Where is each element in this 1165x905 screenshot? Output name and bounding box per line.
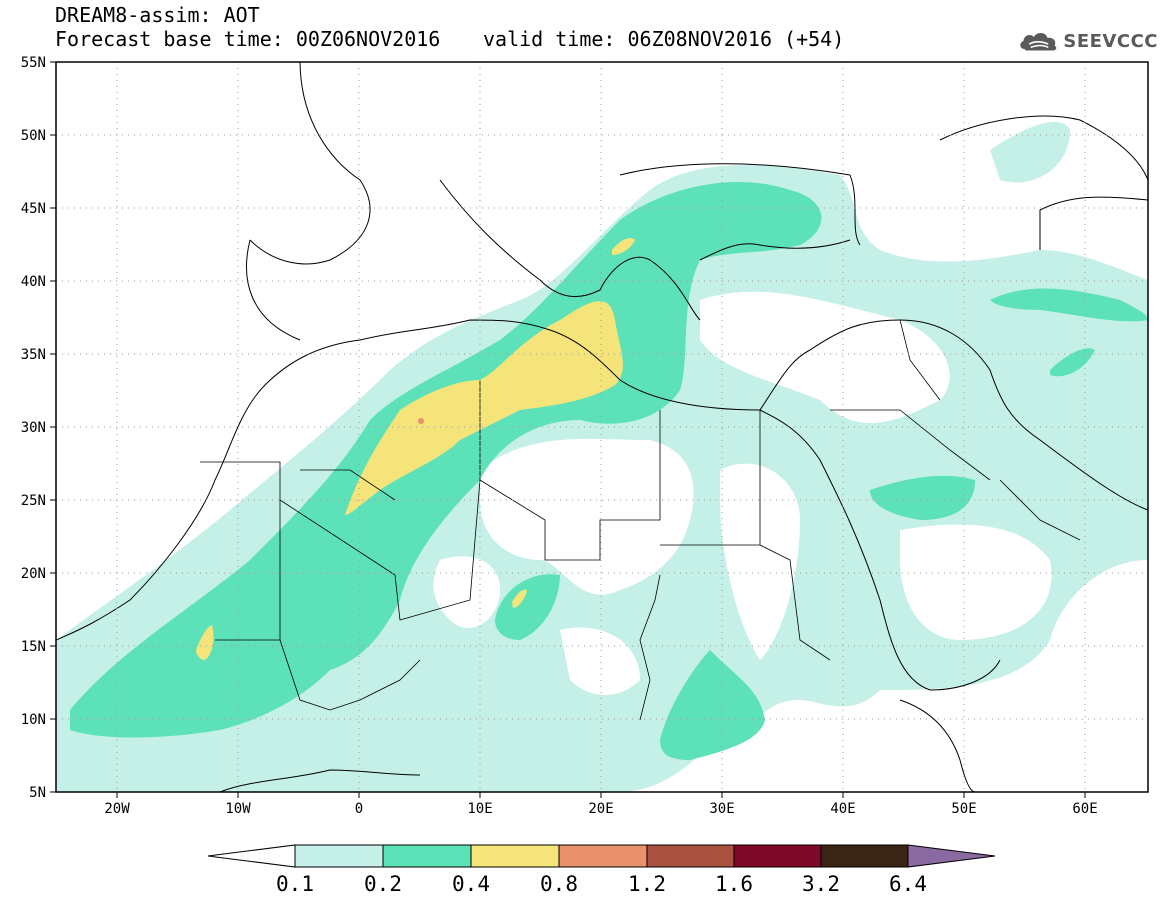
seevccc-logo: SEEVCCC (1018, 26, 1158, 56)
colorbar-label: 1.2 (628, 872, 666, 896)
lon-label: 60E (1072, 801, 1097, 817)
aot-level-0.4 (196, 238, 635, 660)
lon-label: 20E (588, 801, 613, 817)
lat-label: 55N (21, 55, 46, 71)
colorbar-segment (733, 844, 822, 868)
map-title: DREAM8-assim: AOT (55, 3, 260, 27)
lat-label: 50N (21, 128, 46, 144)
aot-level-0.8 (418, 418, 424, 424)
lon-label: 0 (355, 801, 363, 817)
colorbar-segment (820, 844, 909, 868)
lat-label: 40N (21, 274, 46, 290)
colorbar-segment (470, 844, 560, 868)
borders (200, 319, 1081, 721)
coastlines (56, 62, 1148, 792)
colorbar-min-arrow (207, 844, 296, 868)
lon-label: 10W (225, 801, 251, 817)
cloud-icon (1020, 32, 1057, 51)
aot-level-0.2 (70, 181, 1148, 760)
lat-label: 15N (21, 639, 46, 655)
colorbar-segment (558, 844, 648, 868)
colorbar-label: 0.8 (540, 872, 578, 896)
lon-label: 10E (467, 801, 492, 817)
colorbar-label: 0.2 (364, 872, 402, 896)
colorbar-label: 0.1 (276, 872, 314, 896)
lat-label: 5N (29, 785, 46, 801)
lat-label: 35N (21, 347, 46, 363)
colorbar-max-arrow (907, 844, 996, 868)
grid-lines (56, 62, 1148, 792)
colorbar-segment (646, 844, 735, 868)
latitude-labels: 55N 50N 45N 40N 35N 30N 25N 20N 15N 10N … (21, 55, 46, 801)
logo-text: SEEVCCC (1063, 30, 1158, 52)
colorbar-label: 1.6 (715, 872, 753, 896)
valid-time: valid time: 06Z08NOV2016 (+54) (483, 27, 845, 51)
lon-label: 30E (709, 801, 734, 817)
lat-label: 30N (21, 420, 46, 436)
colorbar-label: 3.2 (802, 872, 840, 896)
lat-label: 45N (21, 201, 46, 217)
axis-ticks (50, 61, 1086, 798)
longitude-labels: 20W 10W 0 10E 20E 30E 40E 50E 60E (104, 801, 1097, 817)
colorbar (207, 844, 996, 868)
colorbar-segment (382, 844, 472, 868)
colorbar-label: 6.4 (889, 872, 927, 896)
lat-label: 10N (21, 712, 46, 728)
lon-label: 40E (830, 801, 855, 817)
lon-label: 50E (951, 801, 976, 817)
forecast-base-time: Forecast base time: 00Z06NOV2016 (55, 27, 441, 51)
lat-label: 25N (21, 493, 46, 509)
colorbar-segment (294, 844, 384, 868)
lon-label: 20W (104, 801, 130, 817)
lat-label: 20N (21, 566, 46, 582)
colorbar-label: 0.4 (452, 872, 490, 896)
